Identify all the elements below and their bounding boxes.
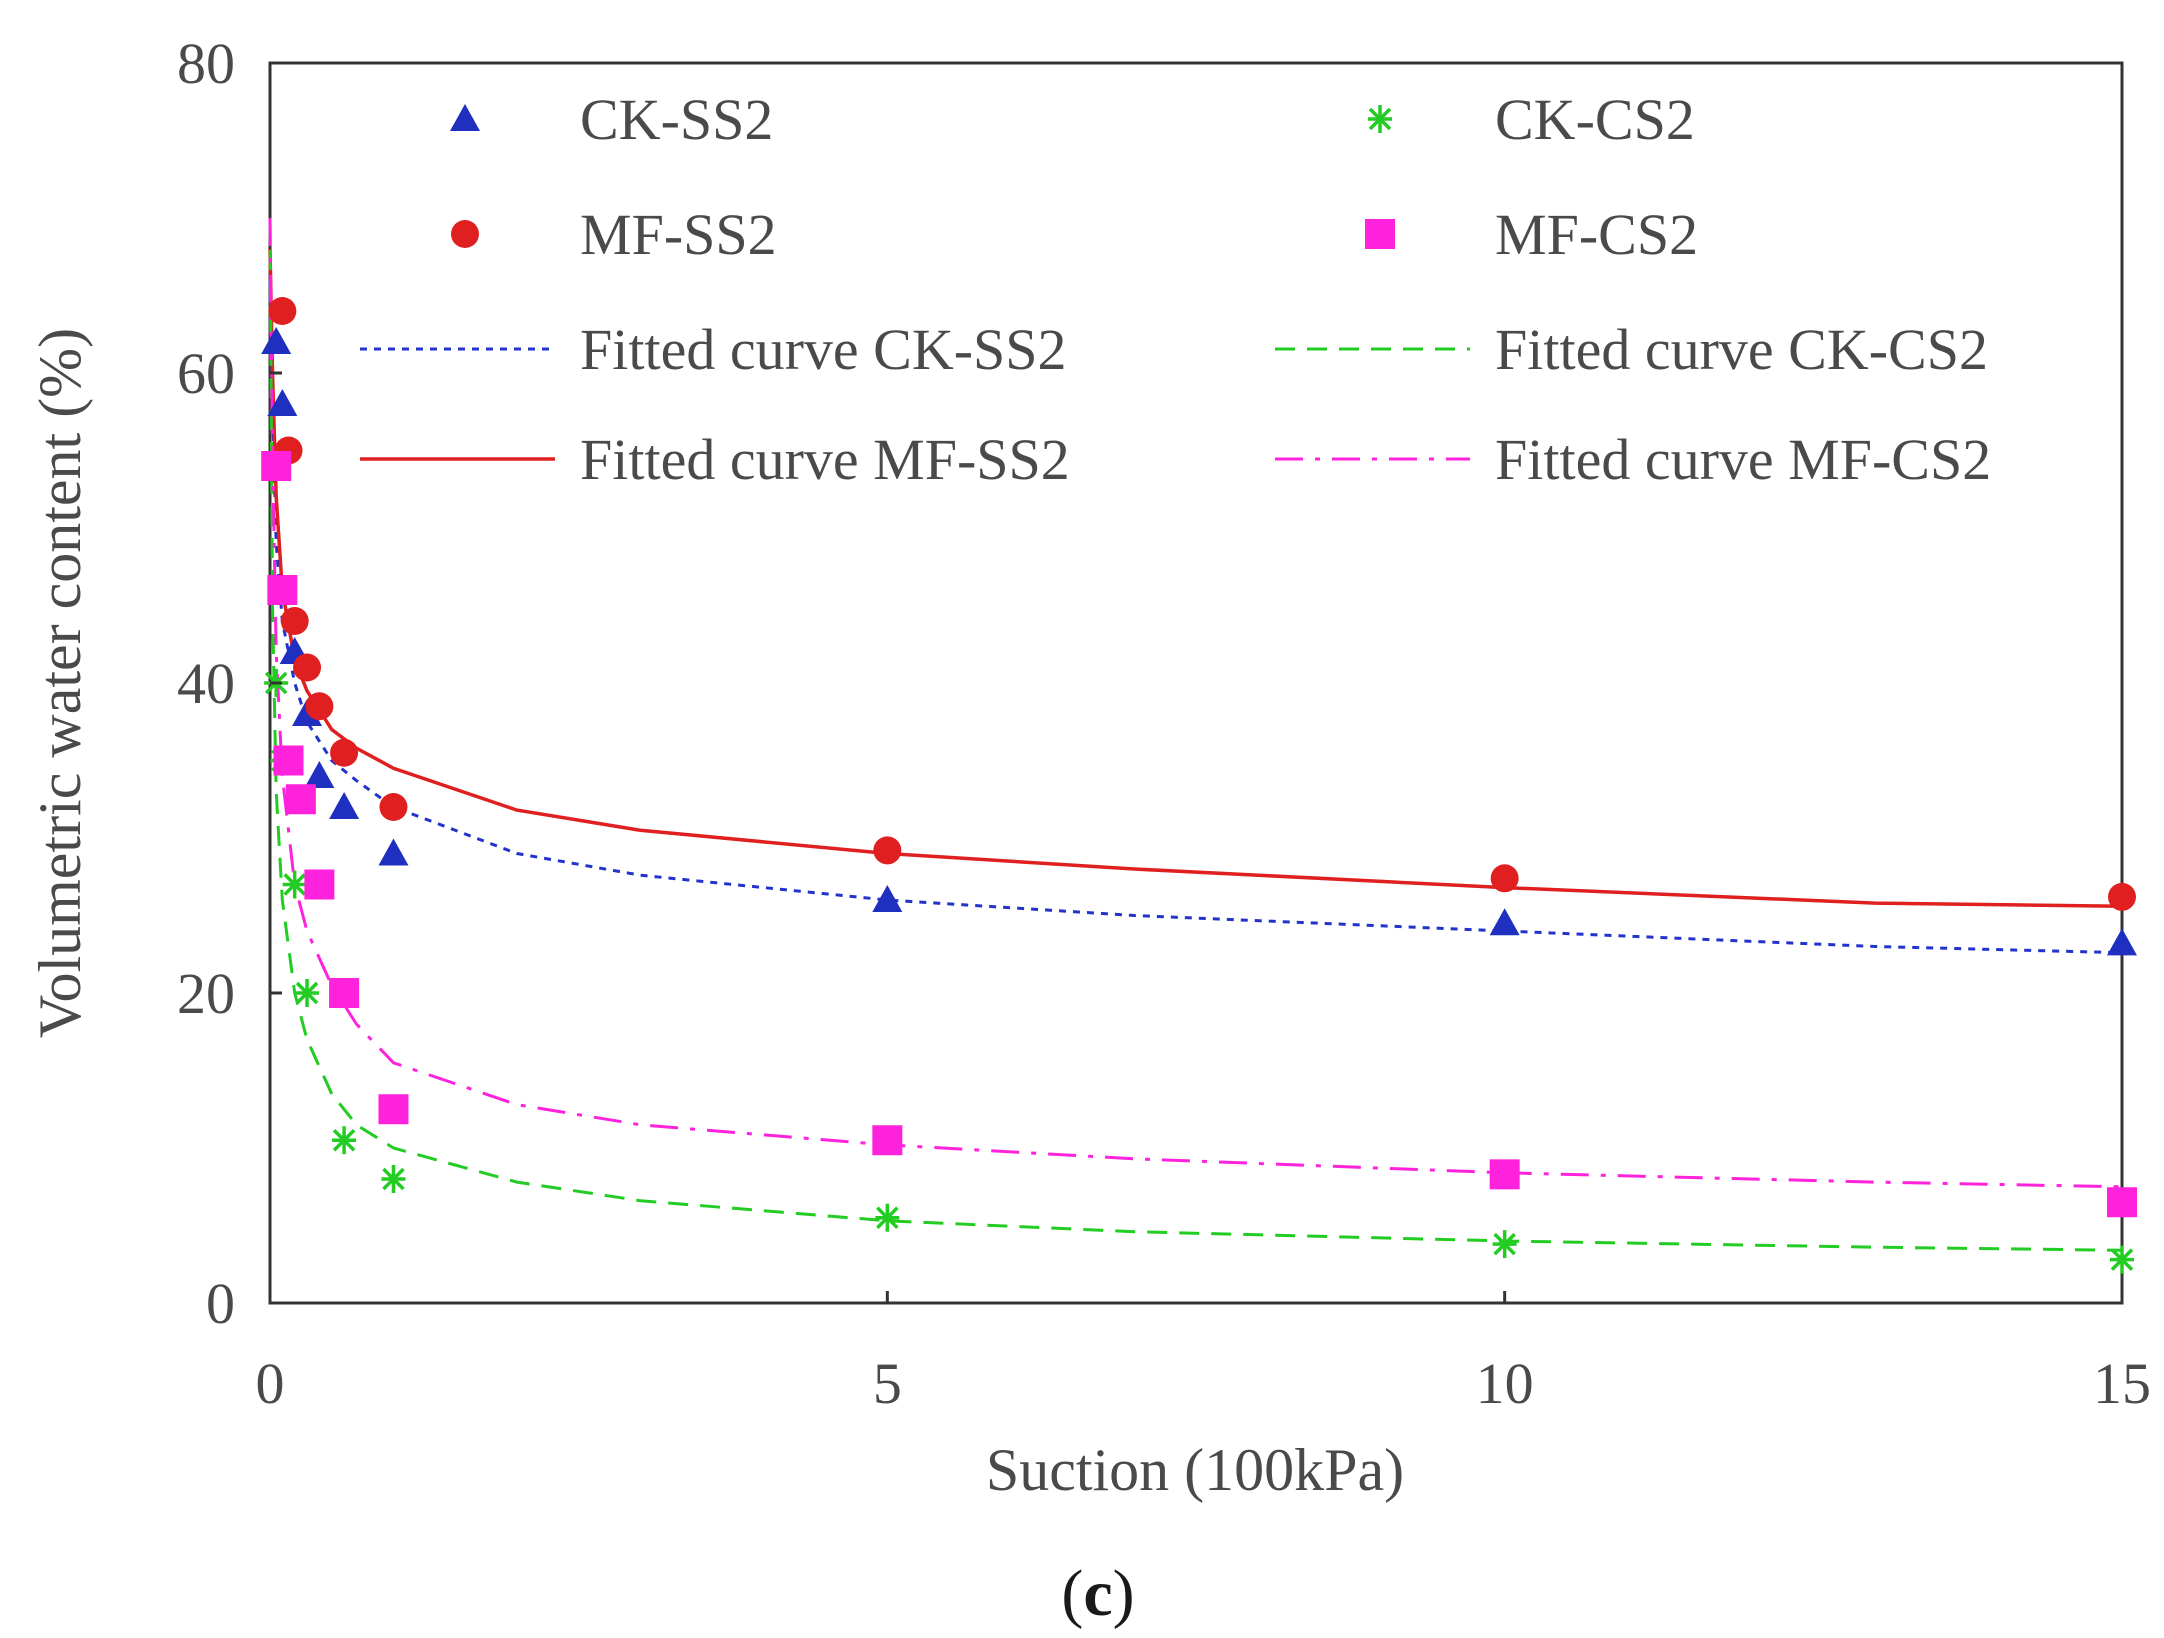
point-mf-ss2-9 (2108, 882, 2136, 911)
point-ck-ss2-9 (2107, 928, 2137, 956)
point-ck-cs2-2 (282, 870, 307, 899)
point-ck-ss2-5 (329, 792, 360, 819)
point-mf-ss2-0 (268, 297, 297, 325)
x-tick-label-2: 10 (1476, 1351, 1534, 1416)
point-ck-ss2-8 (1489, 908, 1520, 936)
y-tick-label-2: 40 (177, 651, 235, 716)
point-mf-cs2-2 (273, 745, 304, 776)
plot-frame (268, 61, 2124, 1305)
y-tick-label-0: 0 (206, 1271, 235, 1336)
panel-label-letter: c (1083, 1557, 1112, 1630)
y-tick-label-3: 60 (177, 341, 235, 406)
point-ck-ss2-6 (378, 838, 409, 866)
y-axis-label: Volumetric water content (%) (27, 328, 93, 1038)
point-ck-ss2-4 (304, 761, 335, 788)
series-mf-ss2 (268, 297, 2136, 911)
point-ck-cs2-4 (332, 1126, 357, 1155)
legend-label-ck-ss2: CK-SS2 (580, 87, 773, 152)
point-ck-cs2-8 (2110, 1245, 2134, 1274)
legend-label-fitted-curve-mf-ss2: Fitted curve MF-SS2 (580, 427, 1070, 492)
point-ck-ss2-0 (261, 327, 292, 354)
point-mf-cs2-3 (285, 784, 316, 815)
point-mf-ss2-2 (280, 607, 309, 635)
legend-label-mf-cs2: MF-CS2 (1495, 202, 1698, 267)
point-mf-cs2-5 (329, 978, 360, 1008)
series-ck-ss2 (261, 327, 2137, 956)
series-mf-cs2 (261, 451, 2137, 1218)
x-axis-label: Suction (100kPa) (986, 1437, 1404, 1503)
point-mf-cs2-8 (1489, 1159, 1520, 1190)
point-mf-cs2-6 (378, 1094, 409, 1125)
axis-ticks: 0 5 10 15 0 20 40 60 80 (177, 31, 2151, 1416)
legend-symbol-mf-ss2 (451, 220, 479, 248)
point-ck-cs2-5 (381, 1165, 406, 1193)
legend-label-ck-cs2: CK-CS2 (1495, 87, 1695, 152)
point-mf-ss2-5 (330, 738, 359, 767)
point-mf-cs2-9 (2107, 1187, 2137, 1218)
legend-label-fitted-curve-ck-ss2: Fitted curve CK-SS2 (580, 317, 1067, 382)
point-mf-ss2-7 (873, 836, 902, 865)
legend-symbol-ck-ss2 (450, 104, 480, 131)
point-mf-ss2-6 (379, 793, 408, 821)
point-ck-cs2-7 (1492, 1230, 1517, 1259)
fitted-curves (268, 217, 2123, 1252)
x-tick-label-3: 15 (2093, 1351, 2151, 1416)
legend-label-fitted-curve-mf-cs2: Fitted curve MF-CS2 (1495, 427, 1991, 492)
series-ck-cs2 (264, 669, 2134, 1274)
legend-symbol-ck-cs2 (1368, 105, 1392, 133)
legend-symbol-mf-cs2 (1365, 219, 1395, 249)
point-ck-ss2-1 (267, 389, 298, 416)
point-mf-cs2-0 (261, 451, 292, 481)
point-mf-cs2-4 (304, 869, 335, 900)
panel-label: (c) (1061, 1557, 1134, 1630)
point-ck-cs2-6 (875, 1203, 900, 1232)
point-mf-ss2-3 (293, 653, 322, 682)
y-tick-label-4: 80 (177, 31, 235, 96)
legend-label-mf-ss2: MF-SS2 (580, 202, 777, 267)
curve-fitted-curve-ck-cs2 (268, 217, 2123, 1252)
point-mf-ss2-8 (1490, 864, 1519, 893)
point-mf-cs2-1 (267, 575, 298, 605)
point-ck-cs2-3 (295, 979, 320, 1007)
point-ck-ss2-7 (872, 885, 903, 912)
curve-fitted-curve-mf-cs2 (268, 217, 2123, 1189)
y-tick-label-1: 20 (177, 961, 235, 1026)
curve-fitted-curve-mf-ss2 (268, 248, 2123, 908)
point-mf-ss2-4 (305, 692, 334, 721)
panel-label-close: ) (1113, 1557, 1135, 1630)
point-mf-cs2-7 (872, 1125, 903, 1156)
legend: CK-SS2 CK-CS2 MF-SS2 MF-CS2 Fitted curve CK-… (360, 87, 1991, 492)
data-points (261, 297, 2137, 1274)
panel-label-open: ( (1061, 1557, 1083, 1630)
legend-label-fitted-curve-ck-cs2: Fitted curve CK-CS2 (1495, 317, 1988, 382)
x-tick-label-1: 5 (873, 1351, 902, 1416)
x-tick-label-0: 0 (256, 1351, 285, 1416)
